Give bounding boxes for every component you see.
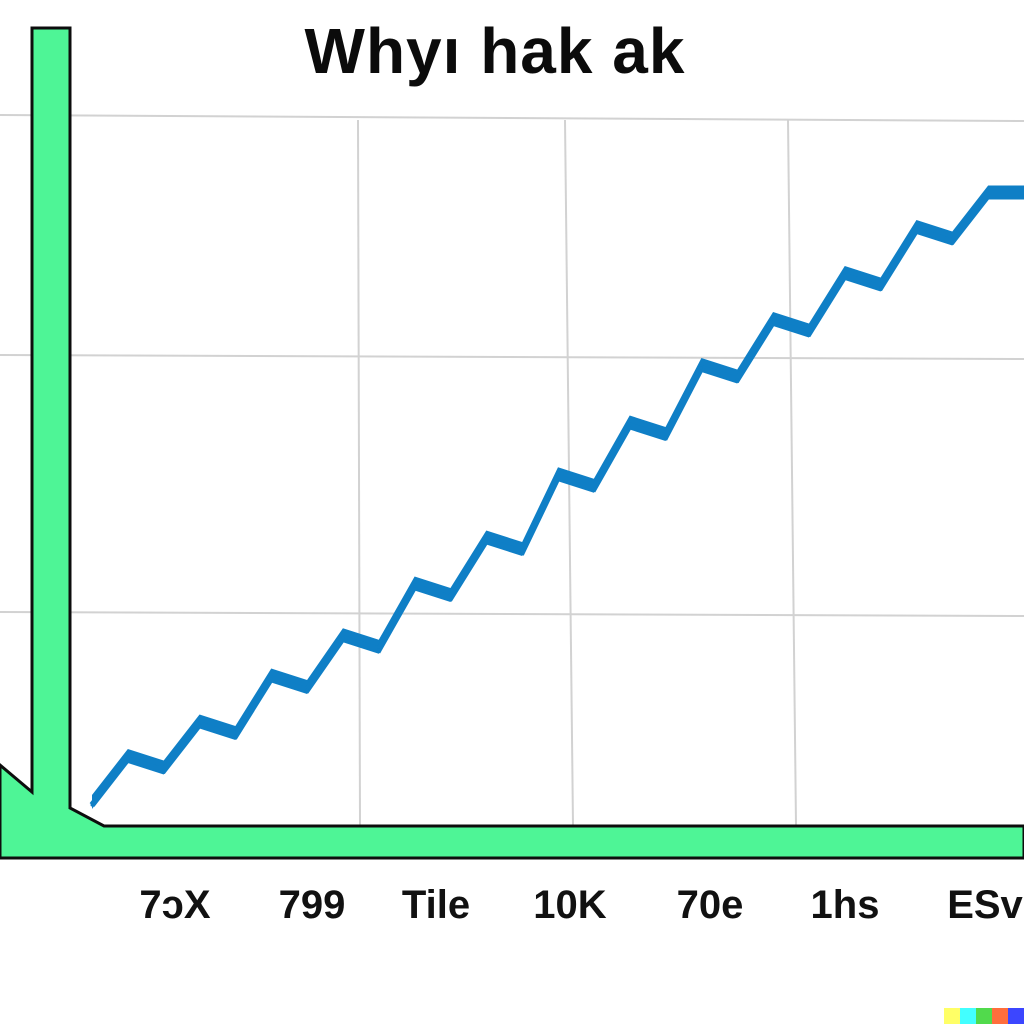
- series-point: [843, 274, 847, 278]
- watermark-swatch: [960, 1008, 976, 1024]
- x-tick-label: 7ɔX: [139, 883, 210, 927]
- series-point: [90, 803, 94, 807]
- series-point: [950, 240, 954, 243]
- series-point: [233, 734, 237, 738]
- grid-line-horizontal: [0, 354, 1024, 360]
- x-tick-label: 1hs: [811, 883, 880, 927]
- axes: [0, 26, 1024, 860]
- x-tick-labels: 7ɔX 799 Tile 10K 70e 1hs ESv: [139, 883, 1023, 927]
- series-point: [162, 769, 166, 772]
- series-point: [484, 539, 488, 542]
- series-point: [735, 378, 739, 381]
- series-point: [592, 487, 596, 491]
- watermark-swatch: [944, 1008, 960, 1024]
- series-point: [126, 757, 130, 761]
- series-point: [879, 286, 883, 289]
- watermark-swatch: [1008, 1008, 1024, 1024]
- series-point: [413, 585, 417, 588]
- series-point: [699, 366, 703, 370]
- series-point: [198, 723, 202, 726]
- grid-line-horizontal: [0, 114, 1024, 122]
- color-watermark: [944, 1008, 1024, 1024]
- series-point: [377, 648, 381, 652]
- gridlines: [0, 114, 1024, 826]
- x-tick-label: ESv: [947, 883, 1023, 927]
- series-point: [914, 228, 918, 232]
- watermark-swatch: [976, 1008, 992, 1024]
- grid-line-horizontal: [0, 611, 1024, 617]
- series-point: [771, 320, 775, 324]
- series-point: [628, 424, 632, 427]
- series-point: [269, 677, 273, 680]
- x-tick-label: 70e: [677, 883, 744, 927]
- grid-line-vertical: [357, 119, 361, 826]
- series-0-line: [89, 192, 1024, 807]
- x-tick-label: 799: [279, 883, 346, 927]
- series-point: [341, 636, 345, 640]
- series-point: [986, 194, 990, 197]
- series-point: [305, 688, 309, 692]
- series-point: [520, 550, 524, 554]
- x-tick-label: Tile: [402, 883, 470, 927]
- series-point: [448, 596, 452, 600]
- grid-line-vertical: [787, 119, 797, 826]
- chart-title: Whyı hak ak: [304, 15, 686, 87]
- series-point: [556, 475, 560, 479]
- watermark-swatch: [992, 1008, 1008, 1024]
- series-point: [807, 332, 811, 335]
- series-line: [89, 185, 1024, 809]
- series-point: [664, 435, 668, 439]
- axis-frame: [0, 26, 1024, 860]
- x-tick-label: 10K: [533, 883, 606, 927]
